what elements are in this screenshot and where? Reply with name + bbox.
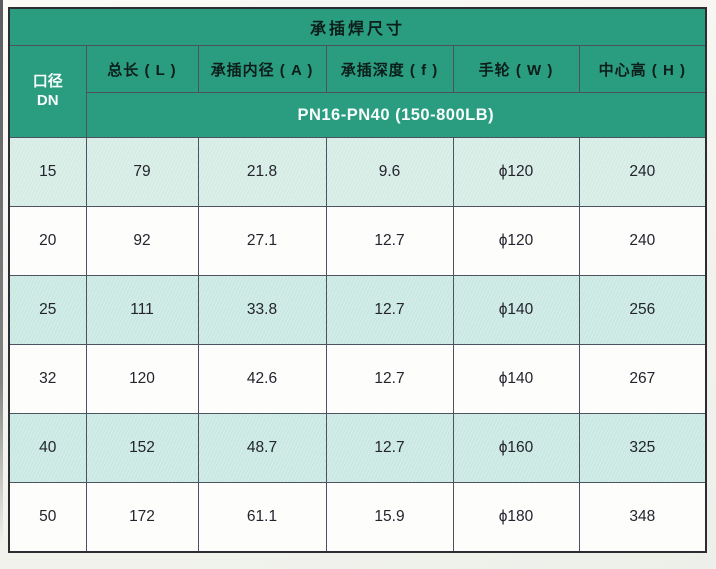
column-header-row: 口径 DN 总长 ( L ) 承插内径 ( A ) 承插深度 ( f ) 手轮 … bbox=[8, 45, 707, 138]
cell-handwheel: ϕ120 bbox=[452, 206, 580, 276]
column-header-total-length: 总长 ( L ) bbox=[85, 45, 199, 93]
cell-total-length: 79 bbox=[85, 137, 199, 207]
table-title: 承插焊尺寸 bbox=[8, 7, 707, 46]
scan-edge-artifact bbox=[0, 0, 3, 545]
cell-center-height: 267 bbox=[578, 344, 707, 414]
cell-socket-bore: 61.1 bbox=[197, 482, 327, 553]
cell-dn: 40 bbox=[8, 413, 87, 483]
table-row: 32 120 42.6 12.7 ϕ140 267 bbox=[8, 344, 707, 414]
cell-dn: 50 bbox=[8, 482, 87, 553]
cell-handwheel: ϕ160 bbox=[452, 413, 580, 483]
cell-handwheel: ϕ140 bbox=[452, 344, 580, 414]
cell-socket-bore: 27.1 bbox=[197, 206, 327, 276]
cell-socket-bore: 42.6 bbox=[197, 344, 327, 414]
cell-dn: 15 bbox=[8, 137, 87, 207]
column-header-socket-depth: 承插深度 ( f ) bbox=[325, 45, 454, 93]
pressure-class-row: PN16-PN40 (150-800LB) bbox=[9, 92, 707, 138]
cell-center-height: 256 bbox=[578, 275, 707, 345]
pressure-class-label: PN16-PN40 (150-800LB) bbox=[85, 92, 707, 138]
cell-total-length: 172 bbox=[85, 482, 199, 553]
cell-handwheel: ϕ120 bbox=[452, 137, 580, 207]
cell-total-length: 92 bbox=[85, 206, 199, 276]
cell-total-length: 152 bbox=[85, 413, 199, 483]
cell-center-height: 240 bbox=[578, 137, 707, 207]
cell-center-height: 240 bbox=[578, 206, 707, 276]
cell-socket-depth: 12.7 bbox=[325, 344, 454, 414]
cell-socket-bore: 21.8 bbox=[197, 137, 327, 207]
dn-label-line1: 口径 bbox=[32, 72, 63, 90]
dn-label-line2: DN bbox=[36, 91, 59, 109]
cell-dn: 32 bbox=[8, 344, 87, 414]
table-row: 15 79 21.8 9.6 ϕ120 240 bbox=[8, 137, 707, 207]
cell-handwheel: ϕ140 bbox=[452, 275, 580, 345]
cell-socket-bore: 33.8 bbox=[197, 275, 327, 345]
cell-socket-depth: 12.7 bbox=[325, 413, 454, 483]
cell-socket-depth: 12.7 bbox=[325, 275, 454, 345]
cell-socket-depth: 12.7 bbox=[325, 206, 454, 276]
table-row: 50 172 61.1 15.9 ϕ180 348 bbox=[8, 482, 707, 553]
table-row: 25 111 33.8 12.7 ϕ140 256 bbox=[8, 275, 707, 345]
column-header-center-height: 中心高 ( H ) bbox=[578, 45, 707, 93]
cell-center-height: 348 bbox=[578, 482, 707, 553]
cell-total-length: 111 bbox=[85, 275, 199, 345]
cell-dn: 25 bbox=[8, 275, 87, 345]
cell-socket-bore: 48.7 bbox=[197, 413, 327, 483]
cell-total-length: 120 bbox=[85, 344, 199, 414]
cell-socket-depth: 9.6 bbox=[325, 137, 454, 207]
socket-weld-dimension-table: 承插焊尺寸 口径 DN 总长 ( L ) 承插内径 ( A ) 承插深度 ( f… bbox=[8, 7, 708, 553]
table-row: 20 92 27.1 12.7 ϕ120 240 bbox=[8, 206, 707, 276]
column-header-socket-bore: 承插内径 ( A ) bbox=[197, 45, 327, 93]
cell-socket-depth: 15.9 bbox=[325, 482, 454, 553]
column-header-handwheel: 手轮 ( W ) bbox=[452, 45, 580, 93]
column-header-dn: 口径 DN bbox=[8, 45, 87, 138]
cell-center-height: 325 bbox=[578, 413, 707, 483]
table-row: 40 152 48.7 12.7 ϕ160 325 bbox=[8, 413, 707, 483]
title-row: 承插焊尺寸 bbox=[8, 7, 707, 46]
cell-dn: 20 bbox=[8, 206, 87, 276]
cell-handwheel: ϕ180 bbox=[452, 482, 580, 553]
